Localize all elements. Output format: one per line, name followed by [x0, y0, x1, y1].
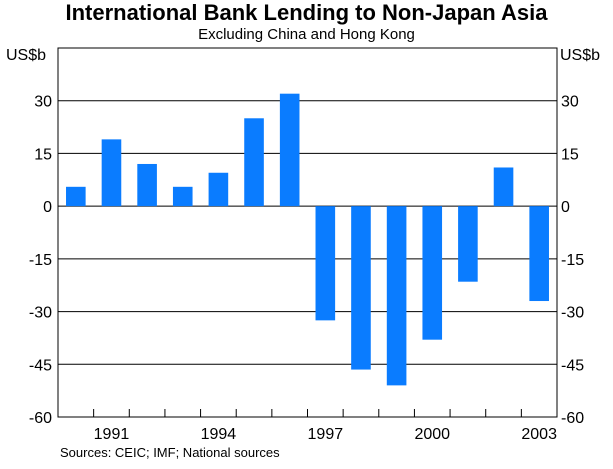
y-tick-label-left: 15: [34, 146, 52, 163]
y-tick-label-left: 0: [43, 199, 52, 216]
bar: [172, 186, 193, 207]
bar: [386, 206, 407, 386]
y-tick-label-left: -15: [29, 252, 52, 269]
y-tick-label-left: -45: [29, 357, 52, 374]
bar: [66, 186, 86, 207]
chart-title: International Bank Lending to Non-Japan …: [65, 0, 548, 25]
x-tick-label: 1991: [94, 426, 130, 443]
x-tick-label: 1994: [201, 426, 237, 443]
y-tick-label-left: -30: [29, 305, 52, 322]
y-tick-label-right: 30: [561, 94, 579, 111]
y-tick-label-right: 0: [561, 199, 570, 216]
bar: [315, 206, 336, 321]
plot-frame: [57, 47, 558, 418]
bar: [137, 163, 157, 207]
y-tick-label-right: -45: [561, 357, 584, 374]
y-tick-label-right: -15: [561, 252, 584, 269]
y-tick-label-right: 15: [561, 146, 579, 163]
bar: [208, 172, 229, 207]
bar: [458, 206, 478, 282]
bar: [422, 206, 443, 340]
y-axis-unit-left: US$b: [6, 47, 47, 64]
bar: [244, 118, 264, 207]
bar: [493, 167, 514, 207]
chart-subtitle: Excluding China and Hong Kong: [198, 26, 415, 43]
bar: [101, 139, 122, 207]
y-tick-label-left: 30: [34, 94, 52, 111]
x-tick-label: 2003: [521, 426, 557, 443]
bar: [529, 206, 549, 302]
y-axis-unit-right: US$b: [560, 47, 601, 64]
y-tick-label-right: -30: [561, 305, 584, 322]
bar: [279, 93, 300, 207]
y-tick-label-right: -60: [561, 410, 584, 427]
bar: [351, 206, 371, 370]
x-tick-label: 1997: [308, 426, 344, 443]
chart-source: Sources: CEIC; IMF; National sources: [60, 445, 280, 460]
x-tick-label: 2000: [414, 426, 450, 443]
y-tick-label-left: -60: [29, 410, 52, 427]
